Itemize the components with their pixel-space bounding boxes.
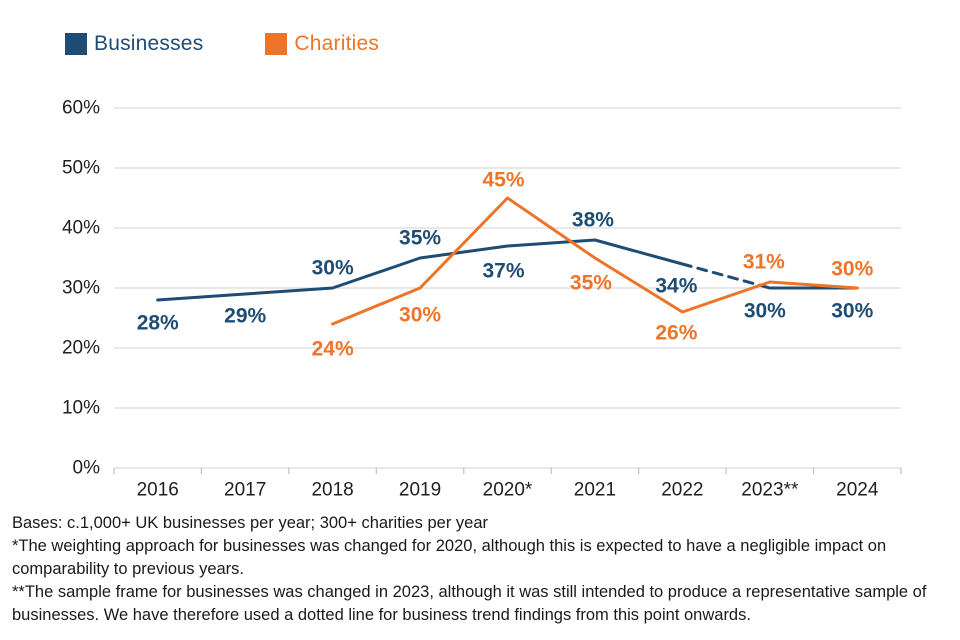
svg-text:2018: 2018 [311, 480, 353, 501]
svg-text:60%: 60% [62, 98, 100, 119]
svg-text:2023**: 2023** [741, 480, 799, 501]
data-label: 35% [399, 227, 441, 250]
data-label: 45% [482, 169, 524, 192]
svg-text:2017: 2017 [224, 480, 266, 501]
svg-text:2016: 2016 [137, 480, 179, 501]
svg-text:2019: 2019 [399, 480, 441, 501]
data-label: 35% [570, 272, 612, 295]
svg-text:2021: 2021 [574, 480, 616, 501]
svg-text:0%: 0% [73, 458, 101, 479]
chart-legend: Businesses Charities [65, 32, 379, 56]
data-label: 30% [399, 304, 441, 327]
trend-chart: 0% 10% 20% 30% 40% 50% 60% 2016 2017 2018 2019 2020… [62, 98, 902, 501]
data-label: 24% [312, 338, 354, 361]
svg-text:30%: 30% [62, 278, 100, 299]
data-label: 37% [482, 260, 524, 283]
svg-text:2024: 2024 [836, 480, 879, 501]
charities-swatch-icon [265, 33, 288, 55]
svg-text:20%: 20% [62, 338, 100, 359]
data-label: 31% [743, 251, 785, 274]
businesses-swatch-icon [65, 33, 87, 55]
bases-note: Bases: c.1,000+ UK businesses per year; … [12, 514, 489, 532]
legend-label-charities: Charities [294, 32, 380, 55]
data-label: 28% [137, 312, 179, 335]
svg-text:2022: 2022 [661, 480, 703, 501]
data-label: 30% [831, 300, 873, 323]
data-label: 29% [224, 305, 266, 328]
svg-text:40%: 40% [62, 218, 100, 239]
weighting-note: *The weighting approach for businesses w… [12, 537, 887, 578]
data-label: 30% [312, 257, 354, 280]
sample-frame-note: **The sample frame for businesses was ch… [12, 583, 927, 624]
chart-footnotes: Bases: c.1,000+ UK businesses per year; … [12, 512, 952, 627]
svg-text:10%: 10% [62, 398, 100, 419]
legend-label-businesses: Businesses [94, 32, 204, 55]
data-label: 38% [572, 209, 614, 232]
data-label: 30% [831, 258, 873, 281]
svg-text:50%: 50% [62, 158, 100, 179]
data-label: 26% [655, 322, 697, 345]
data-label: 30% [744, 300, 786, 323]
data-label: 34% [655, 275, 697, 298]
legend-item-charities: Charities [265, 32, 379, 56]
legend-item-businesses: Businesses [65, 32, 203, 56]
svg-text:2020*: 2020* [483, 480, 533, 501]
